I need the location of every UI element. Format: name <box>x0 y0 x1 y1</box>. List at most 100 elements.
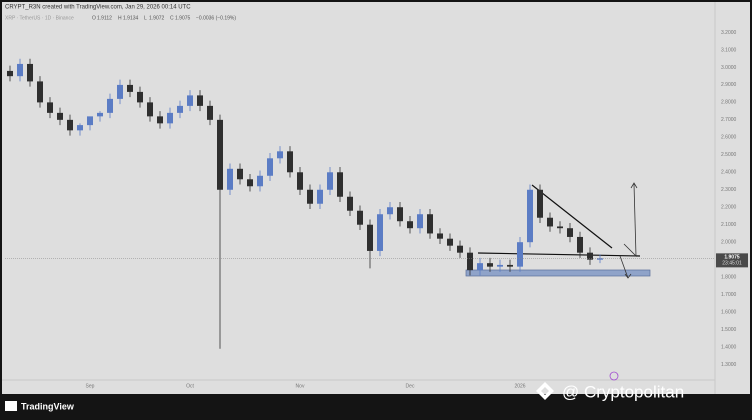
candle-body <box>367 224 373 251</box>
candle-body <box>17 63 23 77</box>
brand-logo <box>5 401 17 411</box>
candle-body <box>417 214 423 229</box>
event-icon <box>609 371 619 381</box>
candle-body <box>577 236 583 253</box>
y-tick-label: 2.8000 <box>721 100 737 106</box>
candle-body <box>337 172 343 197</box>
brand: TradingView <box>21 401 75 411</box>
candle-body <box>227 168 233 190</box>
y-tick-label: 2.7000 <box>721 117 737 123</box>
countdown: 23:45:01 <box>722 261 742 267</box>
candle-body <box>537 189 543 218</box>
quote: O 1.9112 H 1.9134 L 1.9072 C 1.9075 <box>92 15 191 21</box>
candle-body <box>287 151 293 173</box>
candle-body <box>27 63 33 82</box>
watermark: @ Cryptopolitan <box>562 382 684 401</box>
candle-body <box>477 263 483 271</box>
trendline <box>531 184 613 249</box>
arrow-head-up <box>630 182 638 189</box>
candle-body <box>557 226 563 229</box>
y-tick-label: 3.2000 <box>721 30 737 36</box>
candle-body <box>107 98 113 113</box>
watermark-logo <box>536 382 554 400</box>
candle-body <box>127 84 133 92</box>
projection-down <box>619 255 629 279</box>
candle-body <box>147 102 153 117</box>
candle-body <box>37 81 43 103</box>
candle-body <box>7 70 13 77</box>
candle-body <box>407 221 413 229</box>
y-tick-label: 1.5000 <box>721 327 737 333</box>
candle-body <box>497 264 503 267</box>
quote-label: L <box>144 15 147 21</box>
y-tick-label: 1.7000 <box>721 292 737 298</box>
candle-body <box>587 252 593 260</box>
y-tick-label: 2.2000 <box>721 205 737 211</box>
quote-value: 1.9072 <box>149 15 165 21</box>
symbol: XRP · TetherUS · 1D · Binance <box>5 15 74 21</box>
candle-body <box>237 168 243 180</box>
y-tick-label: 1.3000 <box>721 362 737 368</box>
arrow-head-down <box>624 273 632 279</box>
quote-label: O <box>92 15 96 21</box>
x-tick-label: Nov <box>296 383 305 389</box>
candle-body <box>547 217 553 227</box>
candle-body <box>247 179 253 187</box>
quote-label: H <box>118 15 122 21</box>
candle-body <box>457 245 463 253</box>
candle-body <box>217 119 223 190</box>
y-tick-label: 2.5000 <box>721 152 737 158</box>
y-tick-label: 2.0000 <box>721 240 737 246</box>
y-tick-label: 1.8000 <box>721 274 737 280</box>
candle-body <box>437 233 443 239</box>
candle-body <box>97 112 103 117</box>
candle-body <box>207 105 213 120</box>
candle-body <box>67 119 73 131</box>
change: −0.0036 (−0.19%) <box>196 15 236 21</box>
candle-body <box>387 207 393 215</box>
candle-body <box>87 116 93 126</box>
support-zone <box>465 269 651 277</box>
candle-body <box>347 196 353 211</box>
candle-body <box>157 116 163 124</box>
candle-body <box>597 258 603 260</box>
y-tick-label: 3.1000 <box>721 47 737 53</box>
y-tick-label: 1.4000 <box>721 344 737 350</box>
candle-body <box>167 112 173 124</box>
candle-body <box>117 84 123 99</box>
y-tick-label: 3.0000 <box>721 65 737 71</box>
candle-body <box>467 252 473 271</box>
x-tick-label: Dec <box>406 383 415 389</box>
horizontal-line <box>477 252 641 257</box>
candle-body <box>327 172 333 190</box>
author-line: CRYPT_R3N created with TradingView.com, … <box>5 5 191 11</box>
last-price-tag <box>716 253 748 268</box>
y-tick-label: 2.9000 <box>721 82 737 88</box>
candle-body <box>267 158 273 176</box>
x-tick-label: Oct <box>186 383 194 389</box>
candle-body <box>77 125 83 131</box>
candle-body <box>317 189 323 204</box>
x-tick-label: Sep <box>86 383 95 389</box>
chart-background <box>2 2 750 394</box>
y-tick-label: 2.4000 <box>721 170 737 176</box>
candle-body <box>397 207 403 222</box>
candle-body <box>257 175 263 187</box>
candle-body <box>527 189 533 243</box>
quote-value: 1.9112 <box>97 15 112 21</box>
y-tick-label: 2.3000 <box>721 187 737 193</box>
candle-body <box>507 264 513 267</box>
candle-body <box>297 172 303 190</box>
x-tick-label: 2026 <box>514 383 525 389</box>
plot: 1.3000 1.4000 1.5000 1.6000 1.7000 1.8000 2.00… <box>5 30 748 389</box>
candle-body <box>177 105 183 113</box>
candle-body <box>567 228 573 237</box>
candle-body <box>357 210 363 225</box>
candle-body <box>447 238 453 246</box>
candle-body <box>427 214 433 234</box>
y-tick-label: 2.6000 <box>721 135 737 141</box>
quote-value: 1.9134 <box>123 15 139 21</box>
quote-value: 1.9075 <box>175 15 191 21</box>
quote-label: C <box>170 15 174 21</box>
